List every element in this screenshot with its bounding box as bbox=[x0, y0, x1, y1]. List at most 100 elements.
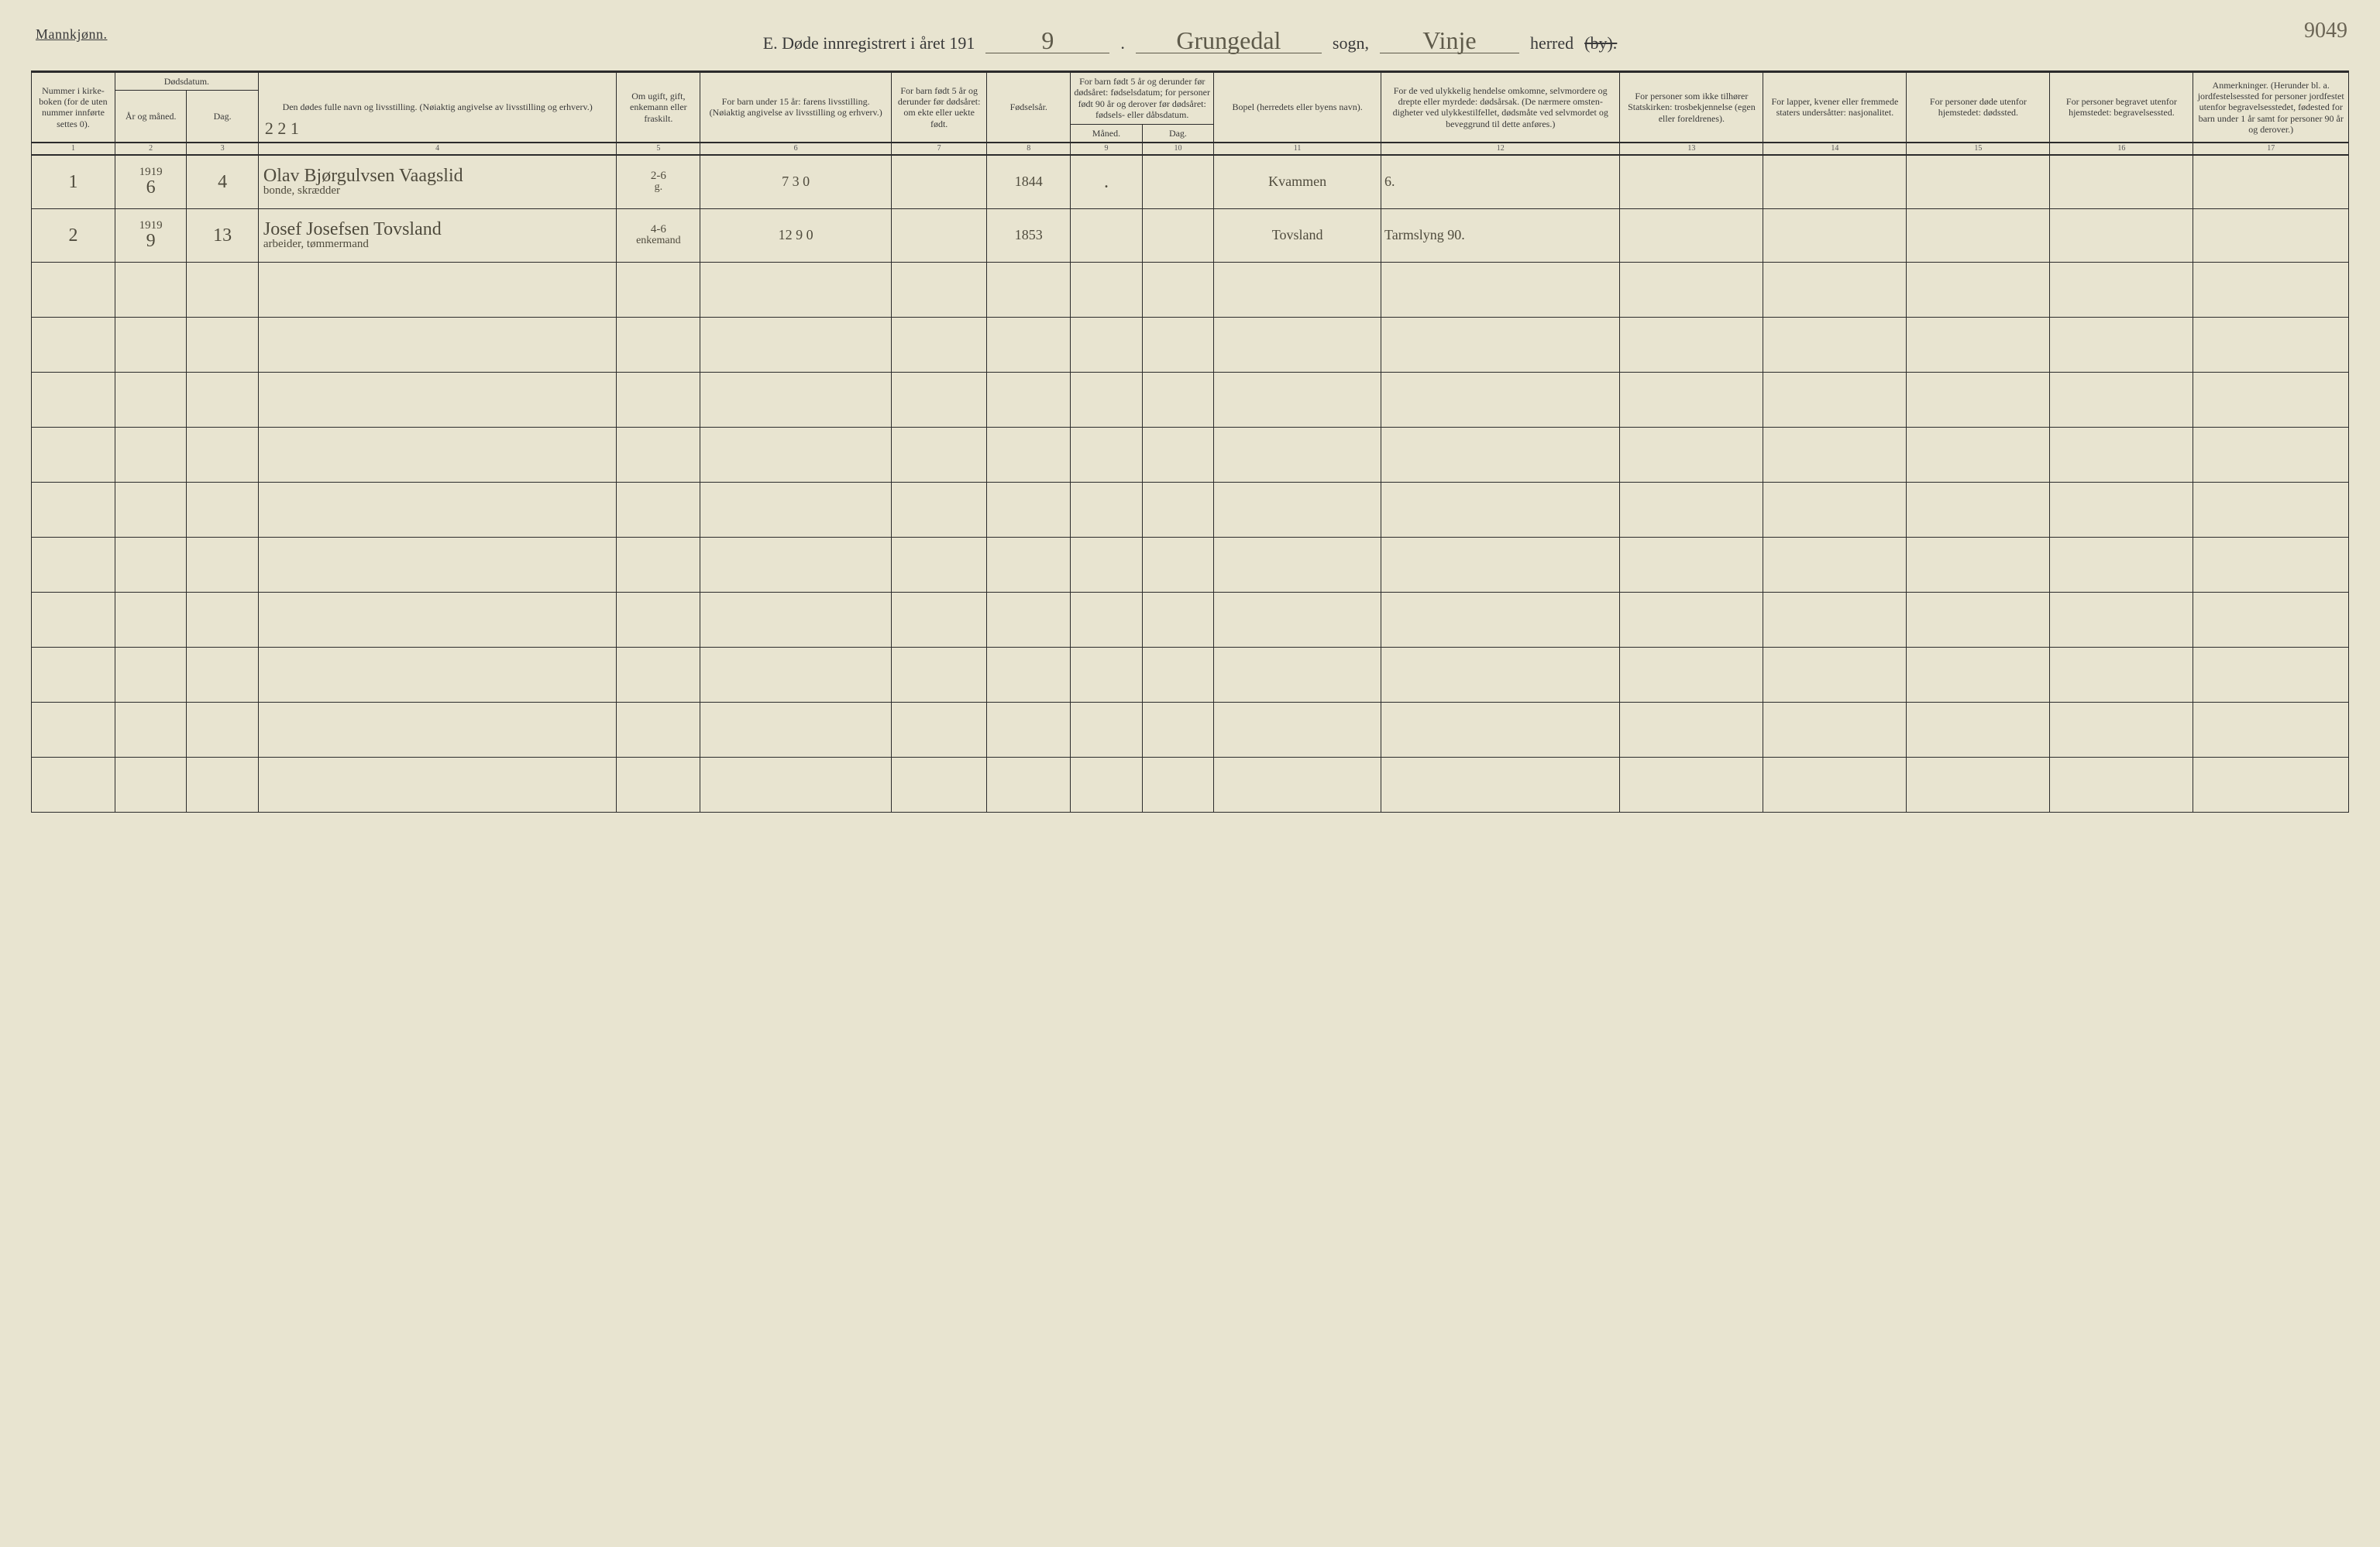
empty-cell bbox=[32, 372, 115, 427]
empty-cell bbox=[1214, 537, 1381, 592]
table-row bbox=[32, 647, 2349, 702]
cell-legit bbox=[891, 208, 986, 262]
empty-cell bbox=[2193, 372, 2349, 427]
table-row bbox=[32, 262, 2349, 317]
empty-cell bbox=[1214, 317, 1381, 372]
table-row bbox=[32, 757, 2349, 812]
empty-cell bbox=[700, 647, 892, 702]
hdr-col17: Anmerkninger. (Herunder bl. a. jordfeste… bbox=[2193, 72, 2349, 143]
empty-cell bbox=[1381, 757, 1620, 812]
empty-cell bbox=[2193, 702, 2349, 757]
empty-cell bbox=[1907, 372, 2050, 427]
cell-burialplace bbox=[2050, 155, 2193, 209]
empty-cell bbox=[987, 537, 1071, 592]
gender-label: Mannkjønn. bbox=[36, 26, 108, 43]
empty-cell bbox=[891, 702, 986, 757]
empty-cell bbox=[1907, 262, 2050, 317]
cell-legit bbox=[891, 155, 986, 209]
empty-cell bbox=[115, 537, 186, 592]
empty-cell bbox=[258, 372, 617, 427]
colnum: 4 bbox=[258, 143, 617, 155]
empty-cell bbox=[1381, 262, 1620, 317]
empty-cell bbox=[2050, 482, 2193, 537]
hdr-col2: År og måned. bbox=[115, 91, 186, 143]
empty-cell bbox=[1381, 317, 1620, 372]
empty-cell bbox=[2193, 537, 2349, 592]
empty-cell bbox=[1071, 537, 1142, 592]
cell-burialplace bbox=[2050, 208, 2193, 262]
colnum: 1 bbox=[32, 143, 115, 155]
cell-cause: Tarmslyng 90. bbox=[1381, 208, 1620, 262]
empty-cell bbox=[1214, 647, 1381, 702]
hdr-col14: For lapper, kvener eller fremmede stater… bbox=[1763, 72, 1907, 143]
empty-cell bbox=[2050, 702, 2193, 757]
colnum: 10 bbox=[1142, 143, 1213, 155]
empty-cell bbox=[700, 372, 892, 427]
empty-cell bbox=[617, 372, 700, 427]
empty-cell bbox=[987, 592, 1071, 647]
empty-cell bbox=[891, 427, 986, 482]
empty-cell bbox=[1381, 372, 1620, 427]
empty-cell bbox=[1763, 372, 1907, 427]
hdr-col16: For personer begravet utenfor hjemstedet… bbox=[2050, 72, 2193, 143]
empty-cell bbox=[1142, 592, 1213, 647]
empty-cell bbox=[1620, 537, 1763, 592]
empty-cell bbox=[115, 702, 186, 757]
empty-cell bbox=[1071, 757, 1142, 812]
empty-cell bbox=[258, 482, 617, 537]
register-table: Nummer i kirke­boken (for de uten nummer… bbox=[31, 70, 2349, 813]
empty-cell bbox=[187, 262, 258, 317]
empty-cell bbox=[258, 647, 617, 702]
empty-cell bbox=[1381, 537, 1620, 592]
table-body: 1191964Olav Bjørgulvsen Vaagslidbonde, s… bbox=[32, 155, 2349, 813]
empty-cell bbox=[1620, 262, 1763, 317]
colnum: 13 bbox=[1620, 143, 1763, 155]
empty-cell bbox=[32, 592, 115, 647]
table-row bbox=[32, 317, 2349, 372]
empty-cell bbox=[891, 482, 986, 537]
empty-cell bbox=[187, 702, 258, 757]
empty-cell bbox=[115, 592, 186, 647]
empty-cell bbox=[187, 427, 258, 482]
cell-faith bbox=[1620, 208, 1763, 262]
empty-cell bbox=[1907, 482, 2050, 537]
empty-cell bbox=[1071, 372, 1142, 427]
cell-father: 12 9 0 bbox=[700, 208, 892, 262]
empty-cell bbox=[32, 537, 115, 592]
empty-cell bbox=[258, 427, 617, 482]
empty-cell bbox=[1763, 537, 1907, 592]
empty-cell bbox=[1763, 757, 1907, 812]
title-by-struck: (by). bbox=[1584, 33, 1617, 53]
colnum: 12 bbox=[1381, 143, 1620, 155]
empty-cell bbox=[32, 317, 115, 372]
hdr-col7: For barn født 5 år og derunder før dødså… bbox=[891, 72, 986, 143]
empty-cell bbox=[1381, 427, 1620, 482]
empty-cell bbox=[617, 262, 700, 317]
colnum: 16 bbox=[2050, 143, 2193, 155]
table-row: 1191964Olav Bjørgulvsen Vaagslidbonde, s… bbox=[32, 155, 2349, 209]
cell-notes bbox=[2193, 155, 2349, 209]
empty-cell bbox=[617, 757, 700, 812]
empty-cell bbox=[987, 647, 1071, 702]
cell-deathplace bbox=[1907, 155, 2050, 209]
colnum: 6 bbox=[700, 143, 892, 155]
table-row bbox=[32, 702, 2349, 757]
hdr-col5: Om ugift, gift, enke­mann eller fraskilt… bbox=[617, 72, 700, 143]
empty-cell bbox=[700, 482, 892, 537]
empty-cell bbox=[1214, 592, 1381, 647]
cell-residence: Kvammen bbox=[1214, 155, 1381, 209]
title-parish-word: sogn, bbox=[1333, 33, 1369, 53]
empty-cell bbox=[1071, 592, 1142, 647]
colnum: 14 bbox=[1763, 143, 1907, 155]
empty-cell bbox=[2193, 482, 2349, 537]
empty-cell bbox=[891, 592, 986, 647]
cell-year-month: 19199 bbox=[115, 208, 186, 262]
empty-cell bbox=[891, 647, 986, 702]
empty-cell bbox=[2050, 537, 2193, 592]
cell-notes bbox=[2193, 208, 2349, 262]
cell-name: Josef Josefsen Tovslandarbeider, tømmerm… bbox=[258, 208, 617, 262]
cell-num: 2 bbox=[32, 208, 115, 262]
empty-cell bbox=[1381, 592, 1620, 647]
empty-cell bbox=[187, 482, 258, 537]
hdr-col13: For personer som ikke tilhører Statskirk… bbox=[1620, 72, 1763, 143]
